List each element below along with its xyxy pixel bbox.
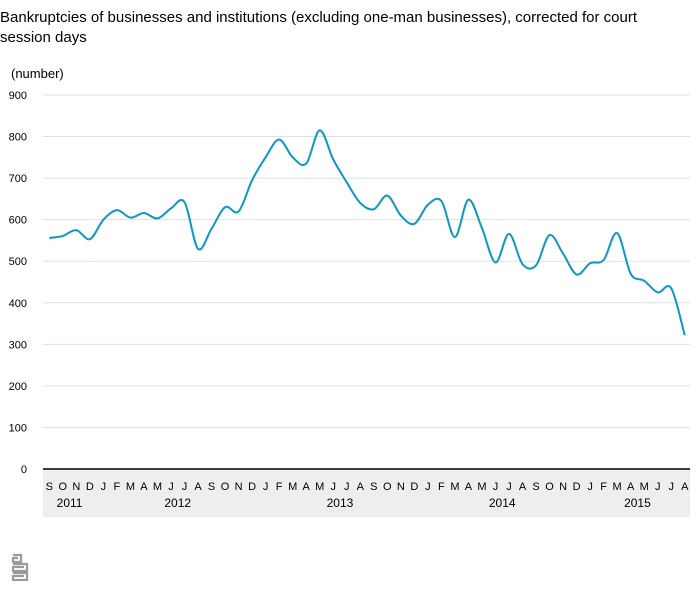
x-tick-month: J — [425, 481, 431, 493]
y-tick-label: 700 — [9, 173, 27, 185]
x-tick-year: 2012 — [164, 496, 191, 510]
x-tick-month: S — [208, 481, 215, 493]
y-axis-label: (number) — [11, 66, 64, 81]
x-tick-month: F — [600, 481, 607, 493]
x-tick-month: A — [519, 481, 527, 493]
x-tick-month: J — [587, 481, 593, 493]
x-tick-month: M — [126, 481, 135, 493]
y-tick-label: 400 — [9, 298, 27, 310]
x-tick-month: A — [194, 481, 202, 493]
x-tick-month: O — [383, 481, 392, 493]
x-tick-month: N — [397, 481, 405, 493]
x-tick-month: M — [477, 481, 486, 493]
y-tick-label: 100 — [9, 422, 27, 434]
chart-title: Bankruptcies of businesses and instituti… — [0, 9, 637, 46]
y-tick-label: 300 — [9, 339, 27, 351]
x-tick-month: S — [370, 481, 377, 493]
x-tick-month: A — [681, 481, 689, 493]
x-tick-month: M — [153, 481, 162, 493]
x-tick-month: A — [627, 481, 635, 493]
x-tick-month: F — [276, 481, 283, 493]
x-tick-month: J — [493, 481, 499, 493]
x-tick-month: M — [640, 481, 649, 493]
x-tick-month: J — [263, 481, 269, 493]
x-tick-month: D — [86, 481, 94, 493]
x-tick-month: J — [655, 481, 661, 493]
x-tick-month: N — [235, 481, 243, 493]
x-tick-month: F — [114, 481, 121, 493]
x-tick-month: A — [465, 481, 473, 493]
x-tick-month: D — [573, 481, 581, 493]
y-tick-label: 900 — [9, 90, 27, 102]
x-tick-month: J — [168, 481, 174, 493]
x-tick-month: F — [438, 481, 445, 493]
x-tick-month: S — [46, 481, 53, 493]
cbs-logo-icon — [11, 553, 29, 581]
x-tick-month: M — [315, 481, 324, 493]
x-tick-month: O — [545, 481, 554, 493]
x-tick-month: J — [668, 481, 674, 493]
x-tick-month: M — [288, 481, 297, 493]
x-tick-month: O — [221, 481, 230, 493]
x-tick-year: 2014 — [489, 496, 516, 510]
x-tick-year: 2011 — [57, 496, 83, 510]
x-tick-month: M — [450, 481, 459, 493]
x-tick-year: 2013 — [327, 496, 354, 510]
x-tick-month: O — [59, 481, 68, 493]
y-tick-label: 800 — [9, 132, 27, 144]
x-tick-month: A — [303, 481, 311, 493]
x-tick-month: J — [330, 481, 336, 493]
x-tick-month: J — [182, 481, 188, 493]
y-tick-label: 200 — [9, 381, 27, 393]
y-tick-label: 600 — [9, 215, 27, 227]
x-tick-month: J — [506, 481, 512, 493]
series-line — [49, 129, 686, 336]
x-tick-month: M — [613, 481, 622, 493]
y-tick-label: 500 — [9, 256, 27, 268]
x-tick-month: S — [532, 481, 539, 493]
y-tick-label: 0 — [21, 464, 27, 476]
x-tick-month: N — [559, 481, 567, 493]
x-tick-month: N — [72, 481, 80, 493]
x-tick-month: D — [410, 481, 418, 493]
x-tick-month: D — [248, 481, 256, 493]
x-tick-year: 2015 — [624, 496, 651, 510]
x-tick-month: A — [140, 481, 148, 493]
x-tick-month: J — [101, 481, 107, 493]
x-tick-month: A — [357, 481, 365, 493]
x-tick-month: J — [344, 481, 350, 493]
x-axis-band — [43, 469, 690, 517]
